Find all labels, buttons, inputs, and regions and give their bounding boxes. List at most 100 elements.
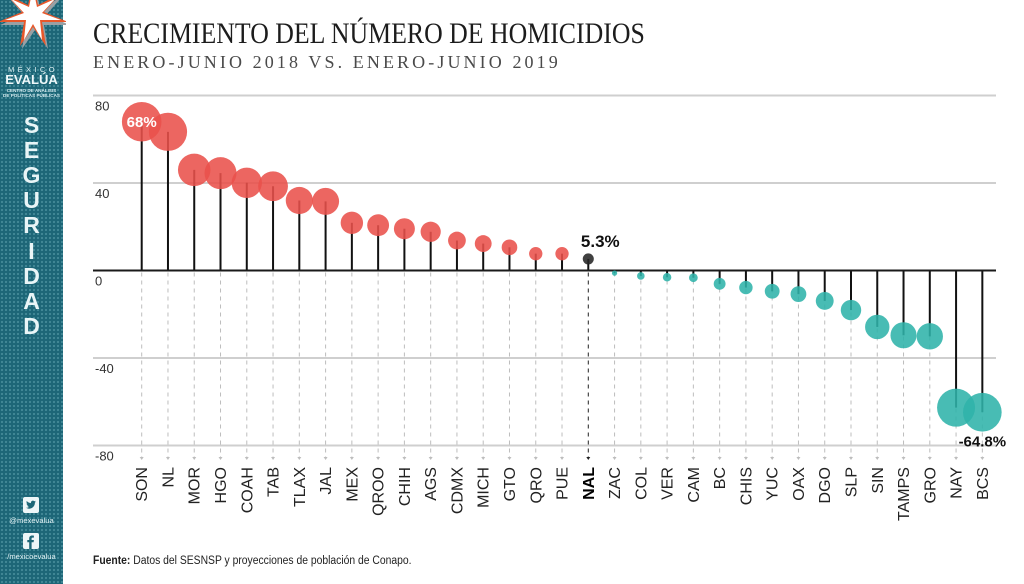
- x-tick-label: CAM: [686, 467, 703, 503]
- y-tick-label: -40: [95, 361, 114, 376]
- x-tick-label: QRO: [528, 467, 545, 503]
- bubble-bc: [713, 277, 726, 290]
- bubble-yuc: [764, 283, 780, 299]
- x-tick-label: SLP: [843, 467, 860, 497]
- guide-arrow-icon: [323, 457, 328, 460]
- logo-brand-text: EVALÚA: [5, 72, 58, 87]
- guide-arrow-icon: [481, 457, 486, 460]
- star-logo-icon: [0, 0, 66, 49]
- bubble-qro: [529, 246, 543, 261]
- bubble-nl: [148, 112, 188, 151]
- bubble-dgo: [815, 291, 834, 310]
- bubble-oax: [790, 286, 807, 303]
- bubble-tab: [258, 171, 288, 202]
- bubble-slp: [840, 299, 862, 321]
- x-tick-label: CDMX: [449, 467, 466, 514]
- data-label: 68%: [127, 114, 157, 131]
- x-tick-label: NL: [160, 467, 177, 488]
- guide-arrow-icon: [770, 457, 775, 460]
- x-tick-label: GRO: [922, 467, 939, 503]
- bubble-zac: [611, 270, 618, 276]
- guide-arrow-icon: [980, 457, 985, 460]
- x-tick-label: MOR: [187, 467, 204, 504]
- guide-arrow-icon: [454, 457, 459, 460]
- bubble-tamps: [890, 322, 917, 349]
- bubble-qroo: [367, 214, 390, 237]
- bubble-sin: [865, 314, 890, 340]
- x-tick-label: JAL: [318, 467, 335, 495]
- guide-arrow-icon: [271, 457, 276, 460]
- y-tick-label: 0: [95, 274, 102, 289]
- bubble-gro: [916, 323, 943, 350]
- twitter-icon[interactable]: [23, 497, 39, 513]
- x-tick-label: NAL: [581, 467, 598, 500]
- facebook-icon[interactable]: [23, 533, 39, 549]
- twitter-handle[interactable]: @mexevalua: [9, 516, 54, 525]
- guide-arrow-icon: [192, 457, 197, 460]
- sidebar: MÉXICO EVALÚA CENTRO DE ANÁLISIS DE POLÍ…: [0, 0, 66, 584]
- source-label: Fuente:: [93, 555, 131, 567]
- bubble-jal: [312, 187, 340, 215]
- guide-arrow-icon: [612, 457, 617, 460]
- chart-title: CRECIMIENTO DEL NÚMERO DE HOMICIDIOS: [93, 17, 645, 51]
- bubble-coah: [231, 167, 262, 198]
- guide-arrow-icon: [428, 457, 433, 460]
- chart-subtitle: ENERO-JUNIO 2018 VS. ENERO-JUNIO 2019: [93, 52, 561, 72]
- bubble-ver: [662, 273, 672, 282]
- x-tick-label: COAH: [239, 467, 256, 513]
- data-label: -64.8%: [959, 433, 1007, 450]
- bubble-chis: [739, 280, 753, 295]
- data-label: 5.3%: [581, 232, 620, 251]
- bubble-hgo: [204, 157, 237, 190]
- guide-arrow-icon: [927, 457, 932, 460]
- x-tick-label: NAY: [949, 467, 966, 499]
- x-tick-label: QROO: [371, 467, 388, 516]
- guide-arrow-icon: [297, 457, 302, 460]
- guide-arrow-icon: [848, 457, 853, 460]
- x-tick-label: ZAC: [607, 467, 624, 499]
- guide-arrow-icon: [244, 457, 249, 460]
- x-tick-label: CHIH: [397, 467, 414, 506]
- x-tick-label: HGO: [213, 467, 230, 503]
- guide-arrow-icon: [139, 457, 144, 460]
- x-tick-label: GTO: [502, 467, 519, 501]
- bubble-chih: [393, 218, 415, 240]
- bubble-bcs: [963, 392, 1002, 432]
- guide-arrow-icon: [665, 457, 670, 460]
- guide-arrow-icon: [586, 457, 591, 460]
- logo-tagline-line2: DE POLÍTICAS PÚBLICAS: [3, 93, 60, 98]
- x-tick-label: PUE: [555, 467, 572, 500]
- guide-arrow-icon: [743, 457, 748, 460]
- bubble-ags: [420, 221, 441, 242]
- x-tick-label: OAX: [791, 467, 808, 501]
- x-tick-label: BC: [712, 467, 729, 489]
- guide-arrow-icon: [349, 457, 354, 460]
- guide-arrow-icon: [691, 457, 696, 460]
- x-tick-label: CHIS: [738, 467, 755, 505]
- x-tick-label: DGO: [817, 467, 834, 503]
- bubble-col: [637, 272, 645, 280]
- guide-arrow-icon: [218, 457, 223, 460]
- source-note: Fuente: Datos del SESNSP y proyecciones …: [93, 555, 412, 567]
- guide-arrow-icon: [875, 457, 880, 460]
- x-tick-label: SIN: [870, 467, 887, 494]
- x-tick-label: TAMPS: [896, 467, 913, 521]
- bubble-nal: [582, 253, 594, 265]
- guide-arrow-icon: [638, 457, 643, 460]
- x-tick-label: TLAX: [292, 467, 309, 507]
- x-tick-label: YUC: [765, 467, 782, 501]
- bubble-mex: [340, 211, 364, 235]
- y-tick-label: 40: [95, 186, 109, 201]
- guide-arrow-icon: [796, 457, 801, 460]
- bubble-mich: [474, 235, 492, 253]
- bubble-cam: [689, 273, 698, 283]
- guide-arrow-icon: [533, 457, 538, 460]
- facebook-handle[interactable]: /mexicoevalua: [7, 552, 56, 561]
- guide-arrow-icon: [507, 457, 512, 460]
- section-label: SEGURIDAD: [22, 111, 41, 340]
- x-tick-label: MEX: [344, 467, 361, 502]
- guide-arrow-icon: [376, 457, 381, 460]
- y-tick-label: -80: [95, 449, 114, 464]
- guide-arrow-icon: [954, 457, 959, 460]
